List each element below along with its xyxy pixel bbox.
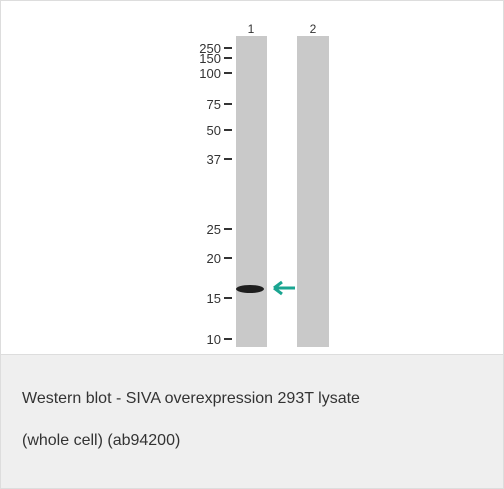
- marker-label: 150: [199, 51, 221, 66]
- marker-label: 15: [207, 291, 221, 306]
- marker-label: 20: [207, 251, 221, 266]
- marker-label: 25: [207, 222, 221, 237]
- lane-2: [297, 36, 329, 347]
- marker-label: 50: [207, 123, 221, 138]
- figure-card: 12 25015010075503725201510 Western blot …: [0, 0, 504, 489]
- lane-label: 1: [248, 22, 255, 36]
- arrow: [274, 282, 295, 294]
- caption-line: (whole cell) (ab94200): [22, 432, 180, 450]
- lane-1: [236, 36, 267, 347]
- band: [236, 285, 264, 293]
- marker-label: 75: [207, 97, 221, 112]
- caption-line: Western blot - SIVA overexpression 293T …: [22, 390, 360, 408]
- marker-label: 10: [207, 332, 221, 347]
- marker-label: 100: [199, 66, 221, 81]
- lane-label: 2: [310, 22, 317, 36]
- caption-area: Western blot - SIVA overexpression 293T …: [1, 354, 503, 489]
- marker-label: 37: [207, 152, 221, 167]
